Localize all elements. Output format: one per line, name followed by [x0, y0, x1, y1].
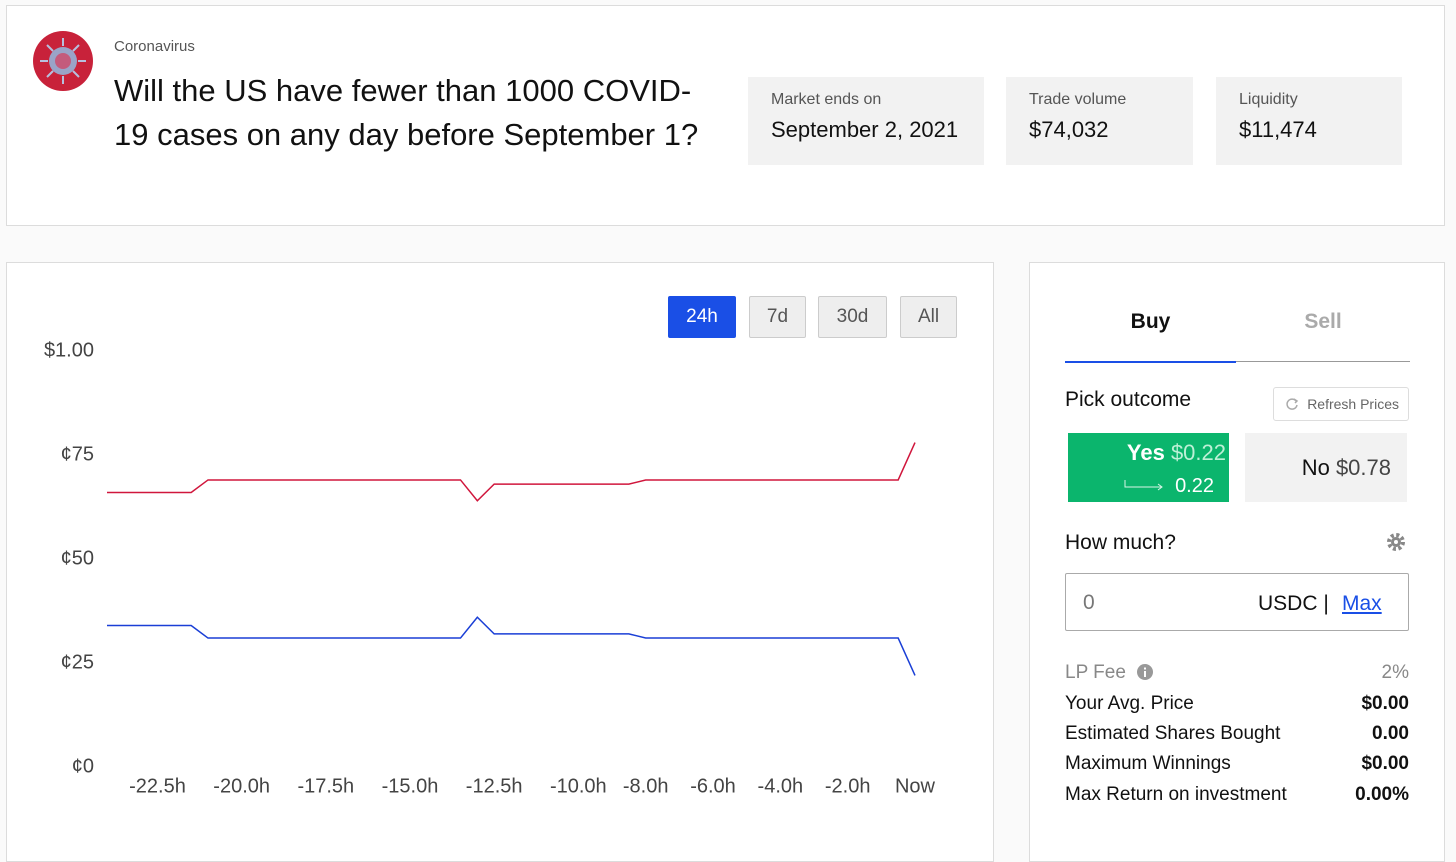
- avatar: [33, 31, 93, 91]
- chart-card: [6, 262, 994, 862]
- header-card: [6, 5, 1445, 226]
- row-label: Max Return on investment: [1065, 784, 1287, 805]
- stat-value: $11,474: [1239, 117, 1317, 142]
- pick-label: Pick outcome: [1065, 388, 1192, 411]
- range-button[interactable]: 30d: [818, 296, 887, 338]
- stat-label: Trade volume: [1029, 91, 1127, 108]
- currency: USDC |: [1258, 592, 1329, 615]
- amount-input[interactable]: 0 USDC | Max: [1065, 573, 1409, 631]
- market-title: Will the US have fewer than 1000 COVID-1…: [114, 73, 699, 152]
- stat-value: $74,032: [1029, 117, 1109, 142]
- info-row: LP Fee 2%: [1065, 662, 1409, 684]
- no-button[interactable]: No $0.78: [1245, 433, 1407, 502]
- change-arrow: [1124, 480, 1163, 491]
- page: Coronavirus Will the US have fewer than …: [6, 5, 1445, 862]
- row-value: 2%: [1381, 662, 1409, 683]
- row-label: Your Avg. Price: [1065, 693, 1194, 714]
- amount-label: How much?: [1065, 531, 1176, 554]
- amount-value: 0: [1083, 591, 1095, 614]
- info-row: Your Avg. Price $0.00: [1065, 693, 1409, 715]
- stat-label: Liquidity: [1239, 91, 1298, 108]
- range-button[interactable]: 24h: [668, 296, 736, 338]
- outcome-change: 0.22: [1175, 475, 1214, 497]
- refresh-label: Refresh Prices: [1307, 396, 1399, 412]
- info-row: Estimated Shares Bought 0.00: [1065, 723, 1409, 745]
- category: Coronavirus: [114, 38, 195, 55]
- row-label: LP Fee: [1065, 662, 1126, 683]
- stat-box: Liquidity $11,474: [1216, 77, 1402, 165]
- row-label: Maximum Winnings: [1065, 753, 1231, 774]
- outcome-price: $0.78: [1335, 454, 1391, 480]
- range-button[interactable]: 7d: [749, 296, 806, 338]
- buy-tab[interactable]: Buy: [1130, 310, 1171, 333]
- outcome-label: Yes: [1126, 440, 1165, 465]
- range-button[interactable]: All: [900, 296, 957, 338]
- settings-icon[interactable]: [1385, 531, 1407, 553]
- info-icon: [1137, 664, 1154, 680]
- yes-button[interactable]: Yes $0.22 0.22: [1068, 433, 1229, 502]
- refresh-icon: [1286, 398, 1299, 410]
- stat-box: Market ends on September 2, 2021: [748, 77, 984, 165]
- row-value: $0.00: [1361, 693, 1409, 714]
- sell-tab[interactable]: Sell: [1304, 310, 1342, 333]
- outcome-label: No: [1301, 454, 1330, 480]
- refresh-button[interactable]: Refresh Prices: [1273, 387, 1409, 421]
- row-value: 0.00%: [1355, 784, 1409, 805]
- stat-box: Trade volume $74,032: [1006, 77, 1193, 165]
- tab-divider: [1236, 361, 1410, 362]
- stat-value: September 2, 2021: [771, 117, 959, 142]
- row-value: $0.00: [1361, 753, 1409, 774]
- tab-underline: [1065, 361, 1236, 363]
- outcome-price: $0.22: [1170, 440, 1226, 465]
- max-link[interactable]: Max: [1342, 592, 1382, 615]
- stat-label: Market ends on: [771, 91, 882, 108]
- row-label: Estimated Shares Bought: [1065, 723, 1281, 744]
- row-value: 0.00: [1372, 723, 1409, 744]
- info-row: Maximum Winnings $0.00: [1065, 753, 1409, 775]
- info-row: Max Return on investment 0.00%: [1065, 784, 1409, 806]
